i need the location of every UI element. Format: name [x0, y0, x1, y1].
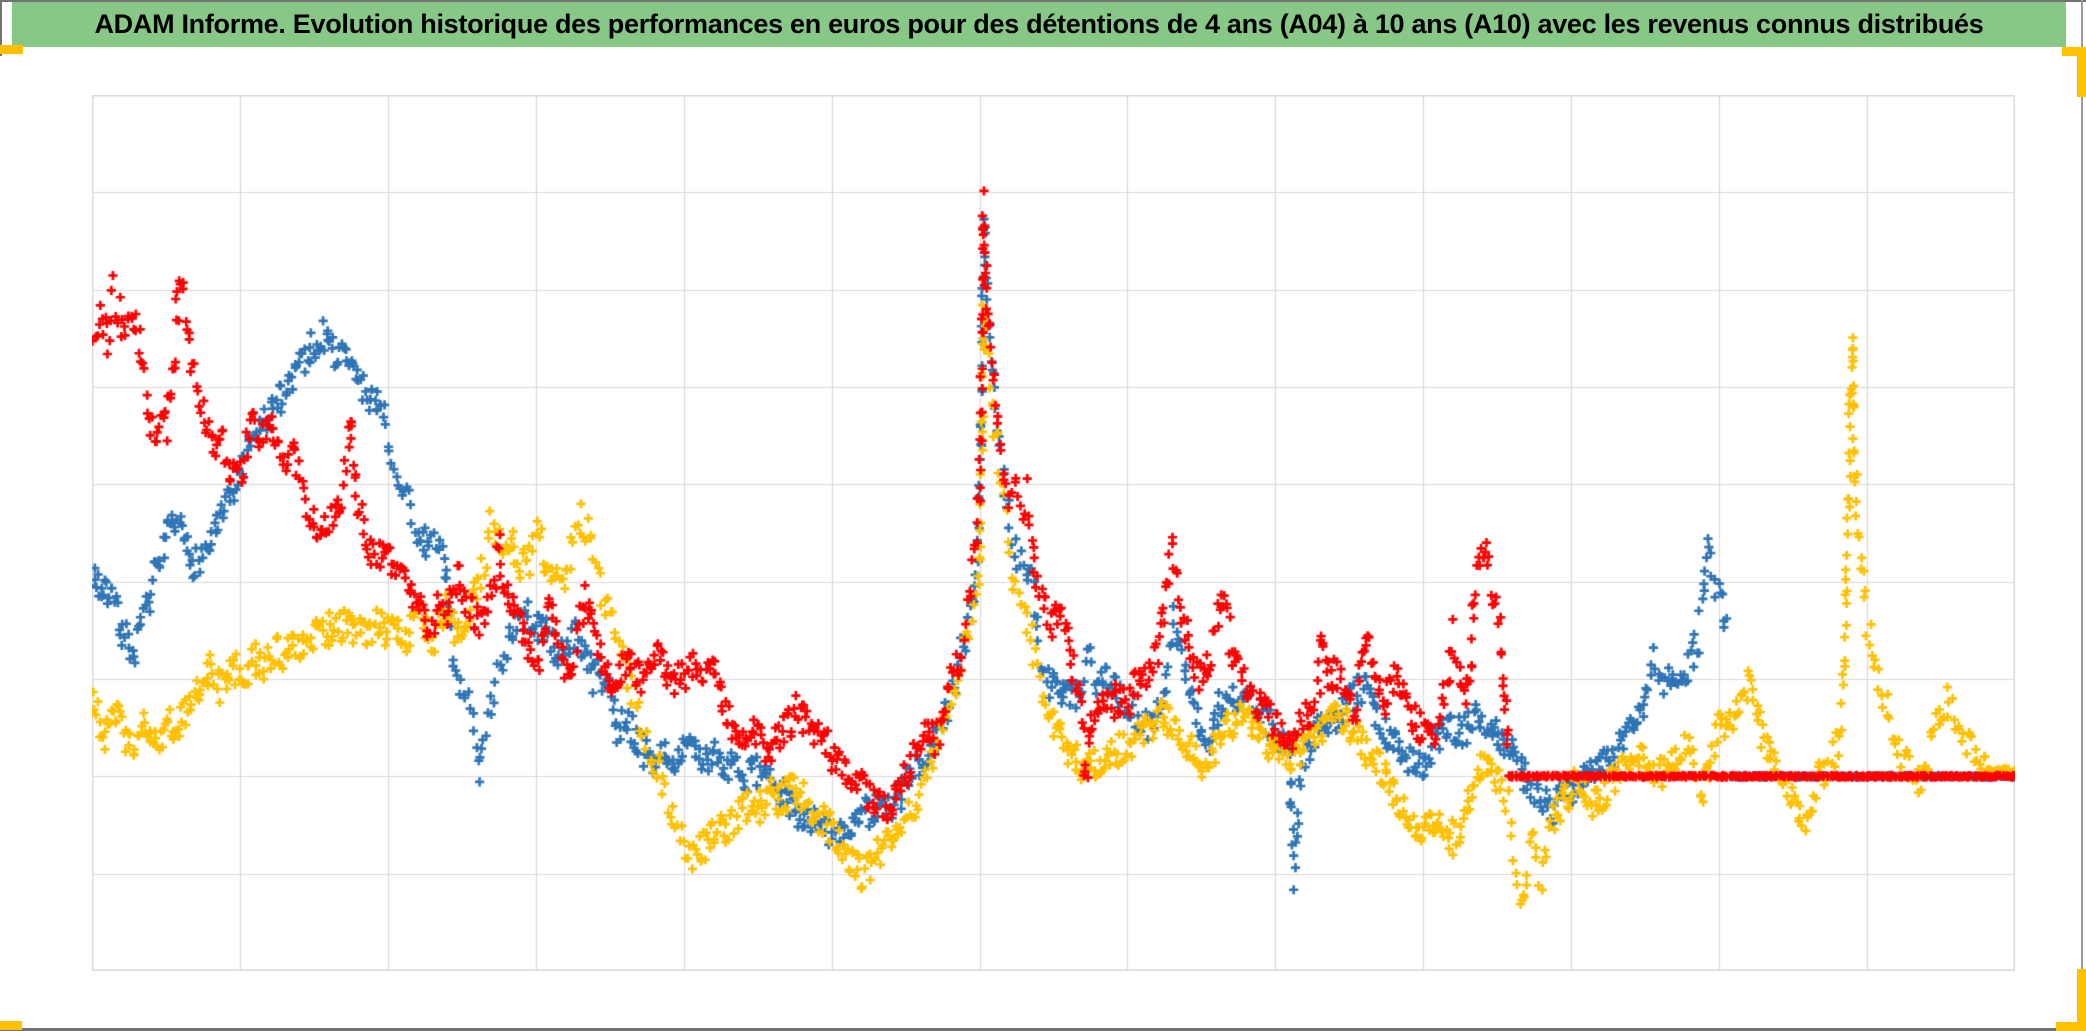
corner-mark-bottom-left — [0, 1021, 22, 1030]
chart-title-bar[interactable]: ADAM Informe. Evolution historique des p… — [12, 2, 2066, 47]
bottom-edge-line — [0, 1028, 2086, 1031]
corner-mark-bottom-right-vertical — [2077, 969, 2086, 1031]
corner-mark-top-right-horizontal — [2062, 47, 2086, 56]
top-edge-line — [0, 0, 2086, 2]
right-edge-line — [2081, 0, 2083, 969]
corner-mark-top-right-vertical — [2077, 47, 2086, 97]
chart-plot-area[interactable] — [92, 95, 2015, 971]
corner-mark-top-left — [0, 45, 23, 54]
scatter-chart-canvas[interactable] — [92, 95, 2015, 971]
corner-mark-bottom-right-horizontal — [2056, 1022, 2086, 1031]
chart-title-text: ADAM Informe. Evolution historique des p… — [94, 9, 1984, 39]
left-edge-line — [0, 0, 2, 56]
